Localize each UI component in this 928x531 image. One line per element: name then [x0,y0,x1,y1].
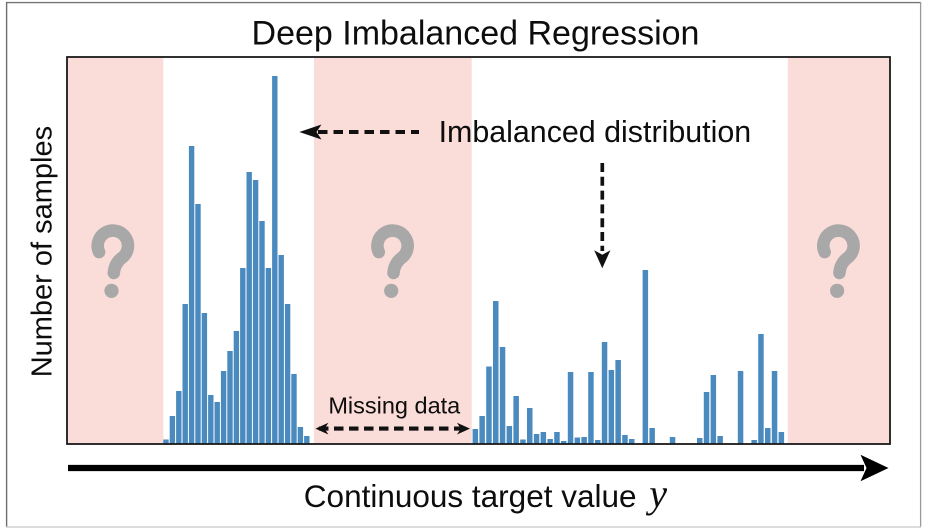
svg-text:Deep Imbalanced Regression: Deep Imbalanced Regression [252,15,700,53]
svg-text:Missing data: Missing data [328,393,461,419]
svg-text:Number of samples: Number of samples [27,126,59,377]
svg-text:Continuous target value y: Continuous target value y [304,471,667,516]
svg-text:Imbalanced distribution: Imbalanced distribution [439,115,752,149]
